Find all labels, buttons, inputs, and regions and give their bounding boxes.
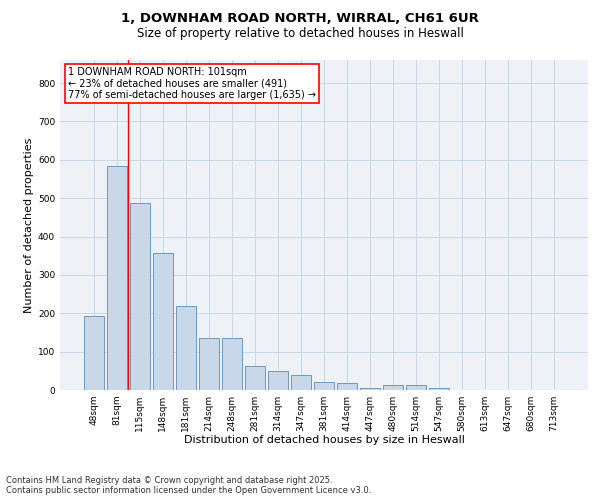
Bar bbox=[130, 203, 149, 390]
Text: 1 DOWNHAM ROAD NORTH: 101sqm
← 23% of detached houses are smaller (491)
77% of s: 1 DOWNHAM ROAD NORTH: 101sqm ← 23% of de… bbox=[68, 66, 316, 100]
Bar bbox=[107, 166, 127, 390]
Bar bbox=[337, 383, 357, 390]
Text: Contains HM Land Registry data © Crown copyright and database right 2025.
Contai: Contains HM Land Registry data © Crown c… bbox=[6, 476, 371, 495]
Bar bbox=[176, 306, 196, 390]
Bar bbox=[291, 374, 311, 390]
Bar bbox=[406, 385, 426, 390]
Bar bbox=[383, 385, 403, 390]
Y-axis label: Number of detached properties: Number of detached properties bbox=[24, 138, 34, 312]
Bar bbox=[222, 338, 242, 390]
Text: Size of property relative to detached houses in Heswall: Size of property relative to detached ho… bbox=[137, 28, 463, 40]
Bar bbox=[268, 371, 288, 390]
Bar bbox=[430, 388, 449, 390]
X-axis label: Distribution of detached houses by size in Heswall: Distribution of detached houses by size … bbox=[184, 436, 464, 446]
Bar bbox=[314, 382, 334, 390]
Bar bbox=[245, 366, 265, 390]
Text: 1, DOWNHAM ROAD NORTH, WIRRAL, CH61 6UR: 1, DOWNHAM ROAD NORTH, WIRRAL, CH61 6UR bbox=[121, 12, 479, 26]
Bar bbox=[360, 388, 380, 390]
Bar bbox=[153, 252, 173, 390]
Bar bbox=[199, 338, 218, 390]
Bar bbox=[84, 316, 104, 390]
